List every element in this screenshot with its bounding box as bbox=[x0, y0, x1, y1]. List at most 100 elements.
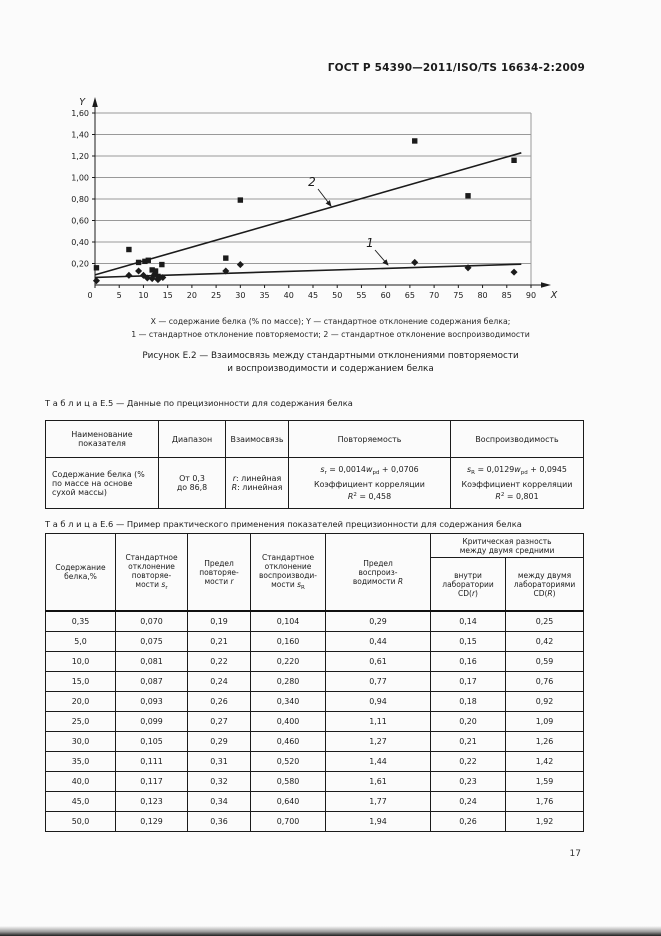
table-cell: 0,23 bbox=[430, 771, 506, 792]
table-cell: 0,24 bbox=[187, 671, 251, 692]
table-cell: 0,44 bbox=[325, 631, 431, 652]
svg-text:X: X bbox=[550, 290, 558, 301]
table-row: 40,0 0,117 0,32 0,580 1,61 0,23 1,59 bbox=[45, 771, 585, 792]
table-cell: 20,0 bbox=[45, 691, 116, 712]
column-header: Наименование показателя bbox=[45, 420, 159, 458]
table-row: 35,0 0,111 0,31 0,520 1,44 0,22 1,42 bbox=[45, 751, 585, 772]
table-cell: 0,580 bbox=[250, 771, 326, 792]
svg-text:10: 10 bbox=[138, 291, 148, 300]
svg-text:60: 60 bbox=[381, 291, 391, 300]
table-e6-title: Т а б л и ц а Е.6 — Пример практического… bbox=[45, 519, 522, 529]
svg-text:1: 1 bbox=[366, 236, 374, 250]
column-header-R: Предел воспроиз- водимости R bbox=[325, 533, 431, 612]
table-cell: 0,160 bbox=[250, 631, 326, 652]
table-cell: 0,24 bbox=[430, 791, 506, 812]
svg-text:20: 20 bbox=[187, 291, 197, 300]
table-cell: 0,27 bbox=[187, 711, 251, 732]
cell-repeatability: sr = 0,0014wpd + 0,0706 Коэффициент корр… bbox=[288, 457, 451, 509]
table-cell: 1,26 bbox=[504, 731, 585, 752]
table-cell: 15,0 bbox=[45, 671, 116, 692]
cell-indicator: Содержание белка (% по массе на основе с… bbox=[45, 457, 159, 509]
svg-text:30: 30 bbox=[235, 291, 245, 300]
table-cell: 0,92 bbox=[504, 691, 585, 712]
svg-text:0,40: 0,40 bbox=[71, 238, 89, 247]
table-cell: 0,29 bbox=[325, 610, 431, 632]
svg-text:55: 55 bbox=[356, 291, 366, 300]
svg-text:1,40: 1,40 bbox=[71, 130, 89, 139]
column-header: Взаимосвязь bbox=[225, 420, 289, 458]
table-cell: 1,27 bbox=[325, 731, 431, 752]
table-cell: 0,280 bbox=[250, 671, 326, 692]
table-cell: 0,15 bbox=[430, 631, 506, 652]
figure-caption-line2: и воспроизводимости и содержанием белка bbox=[227, 364, 434, 374]
table-row: 15,0 0,087 0,24 0,280 0,77 0,17 0,76 bbox=[45, 671, 585, 692]
table-cell: 0,19 bbox=[187, 610, 251, 632]
table-cell: 0,220 bbox=[250, 651, 326, 672]
table-e5: Наименование показателя Диапазон Взаимос… bbox=[45, 420, 584, 509]
svg-text:Y: Y bbox=[79, 97, 86, 108]
table-cell: 0,20 bbox=[430, 711, 506, 732]
table-cell: 0,700 bbox=[250, 811, 326, 832]
table-e5-header-row: Наименование показателя Диапазон Взаимос… bbox=[45, 420, 584, 458]
table-cell: 0,59 bbox=[504, 651, 585, 672]
table-cell: 5,0 bbox=[45, 631, 116, 652]
svg-text:0,60: 0,60 bbox=[71, 216, 89, 225]
page-edge-shadow bbox=[0, 926, 661, 936]
table-cell: 1,77 bbox=[325, 791, 431, 812]
table-cell: 0,32 bbox=[187, 771, 251, 792]
table-cell: 0,35 bbox=[45, 610, 116, 632]
svg-text:25: 25 bbox=[211, 291, 221, 300]
table-cell: 0,22 bbox=[187, 651, 251, 672]
svg-text:2: 2 bbox=[308, 175, 316, 189]
table-cell: 0,400 bbox=[250, 711, 326, 732]
table-cell: 0,105 bbox=[115, 731, 188, 752]
table-cell: 0,21 bbox=[187, 631, 251, 652]
table-cell: 1,09 bbox=[504, 711, 585, 732]
column-group-critical-difference: Критическая разность между двумя средним… bbox=[429, 533, 585, 558]
table-cell: 0,25 bbox=[504, 610, 585, 632]
table-cell: 0,26 bbox=[187, 691, 251, 712]
table-cell: 0,26 bbox=[430, 811, 506, 832]
svg-text:80: 80 bbox=[477, 291, 487, 300]
table-e6-header-row: Содержание белка,% Стандартное отклонени… bbox=[45, 533, 585, 612]
table-cell: 0,087 bbox=[115, 671, 188, 692]
svg-text:1,60: 1,60 bbox=[71, 109, 89, 118]
table-cell: 1,44 bbox=[325, 751, 431, 772]
figure-chart: 0,20 0,40 0,60 0,80 1,00 1,20 1,40 1,60 0 5 10 15 20… bbox=[71, 97, 558, 301]
svg-text:65: 65 bbox=[405, 291, 415, 300]
svg-text:45: 45 bbox=[308, 291, 318, 300]
table-cell: 0,070 bbox=[115, 610, 188, 632]
table-cell: 0,31 bbox=[187, 751, 251, 772]
table-cell: 0,460 bbox=[250, 731, 326, 752]
table-cell: 25,0 bbox=[45, 711, 116, 732]
table-cell: 0,093 bbox=[115, 691, 188, 712]
svg-text:35: 35 bbox=[259, 291, 269, 300]
figure-legend-line1: X — содержание белка (% по массе); Y — с… bbox=[150, 317, 511, 326]
table-cell: 0,075 bbox=[115, 631, 188, 652]
table-row: 25,0 0,099 0,27 0,400 1,11 0,20 1,09 bbox=[45, 711, 585, 732]
table-cell: 0,123 bbox=[115, 791, 188, 812]
table-cell: 0,081 bbox=[115, 651, 188, 672]
svg-text:40: 40 bbox=[284, 291, 294, 300]
table-cell: 40,0 bbox=[45, 771, 116, 792]
table-cell: 0,14 bbox=[430, 610, 506, 632]
svg-text:90: 90 bbox=[526, 291, 536, 300]
column-header-sR: Стандартное отклонение воспроизводи- мос… bbox=[250, 533, 326, 612]
table-cell: 0,640 bbox=[250, 791, 326, 812]
svg-text:5: 5 bbox=[117, 291, 122, 300]
table-cell: 1,42 bbox=[504, 751, 585, 772]
svg-text:15: 15 bbox=[163, 291, 173, 300]
table-cell: 0,129 bbox=[115, 811, 188, 832]
svg-text:0: 0 bbox=[87, 291, 92, 300]
table-cell: 0,29 bbox=[187, 731, 251, 752]
svg-text:70: 70 bbox=[429, 291, 439, 300]
table-cell: 0,17 bbox=[430, 671, 506, 692]
column-header-cd-R: между двумя лабораториями CD(R) bbox=[504, 557, 585, 612]
cell-relation: r: линейная R: линейная bbox=[225, 457, 289, 509]
table-cell: 1,59 bbox=[504, 771, 585, 792]
table-cell: 1,76 bbox=[504, 791, 585, 812]
page-number: 17 bbox=[569, 849, 581, 859]
svg-text:0,20: 0,20 bbox=[71, 259, 89, 268]
table-row: 45,0 0,123 0,34 0,640 1,77 0,24 1,76 bbox=[45, 791, 585, 812]
table-row: 5,0 0,075 0,21 0,160 0,44 0,15 0,42 bbox=[45, 631, 585, 652]
